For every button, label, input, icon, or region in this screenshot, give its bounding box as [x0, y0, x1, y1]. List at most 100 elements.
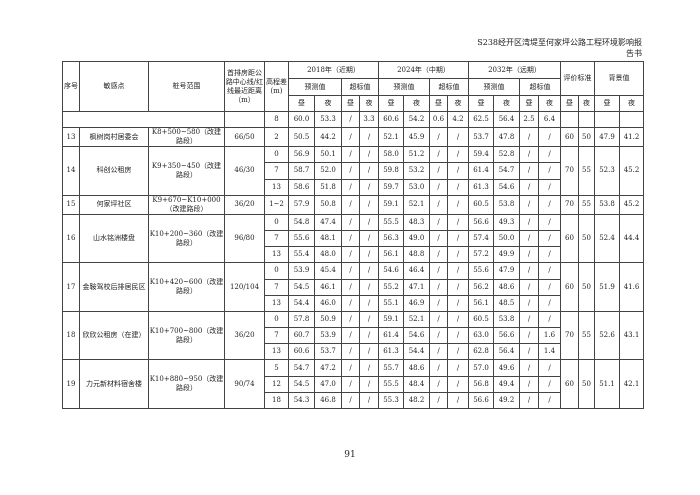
table-row: 13 枫树岗村居委会 K8+500~580（改建路段） 66/50 2 50.5 44.2/…	[62, 127, 644, 148]
value-cell: /	[341, 127, 360, 148]
table-row: 18 欣欣公租房（在建） K10+700~800（改建路段） 36/20 0 57.8 50…	[62, 310, 644, 361]
header-range: 桩号范围	[148, 61, 225, 112]
background-day	[594, 110, 620, 129]
background-night: 45.2	[619, 146, 644, 196]
chainage-range: K10+700~800（改建路段）	[148, 310, 225, 361]
standard-day: 60	[560, 359, 579, 409]
header-exceed: 超标值	[519, 78, 561, 96]
value-cell: 56.3	[378, 229, 404, 248]
value-cell: 56.1	[468, 294, 494, 312]
standard-day	[560, 110, 579, 129]
value-cell: /	[341, 343, 360, 361]
value-cell: /	[359, 213, 379, 231]
value-cell: 48.1	[314, 229, 342, 248]
value-cell: /	[447, 391, 469, 410]
chainage-range: K10+200~360（改建路段）	[148, 213, 225, 264]
standard-night: 50	[578, 359, 595, 409]
value-cell: /	[359, 294, 379, 312]
value-cell: 57.8	[288, 310, 315, 329]
value-cell: 55.6	[288, 229, 315, 248]
value-cell: 63.0	[468, 327, 494, 345]
distance	[224, 111, 265, 129]
background-day: 51.9	[594, 262, 620, 312]
value-cell: /	[429, 294, 448, 312]
value-cell: 3.3	[359, 110, 379, 129]
value-cell: 48.2	[403, 391, 430, 410]
distance: 120/104	[224, 262, 265, 312]
table-row: 7 55.6 48.1//56.3 49.0//57.4 50.0//	[63, 229, 644, 248]
value-cell: 57.0	[468, 359, 494, 377]
height-diff: 12	[264, 375, 289, 393]
value-cell: 52.1	[403, 310, 430, 329]
table-row: 13 58.6 51.8//59.7 53.0//61.3 54.6//	[63, 178, 644, 196]
value-cell: 46.1	[314, 278, 342, 296]
value-cell: /	[447, 162, 469, 180]
value-cell: 54.3	[288, 391, 315, 410]
value-cell: 52.1	[378, 127, 404, 148]
distance: 46/30	[224, 146, 265, 196]
value-cell: 53.7	[468, 127, 494, 148]
header-2024: 2024年（中期）	[378, 61, 469, 79]
header-day: 昼	[594, 95, 620, 112]
value-cell: 61.3	[378, 343, 404, 361]
standard-day: 60	[560, 127, 579, 148]
value-cell: /	[538, 178, 561, 196]
value-cell: 57.9	[288, 194, 315, 215]
value-cell: 59.1	[378, 194, 404, 215]
value-cell: 54.8	[288, 213, 315, 231]
header-point: 敏感点	[79, 61, 149, 112]
value-cell: 50.1	[314, 146, 342, 164]
value-cell: 62.8	[468, 343, 494, 361]
continued-cell	[62, 111, 225, 129]
height-diff: 1~2	[264, 194, 289, 215]
chainage-range: K9+670~K10+000（改建路段）	[148, 194, 225, 215]
standard-night: 55	[578, 146, 595, 196]
distance: 66/50	[224, 127, 265, 148]
value-cell: /	[447, 178, 469, 196]
header-day: 昼	[468, 95, 494, 112]
table-row: 13 54.4 46.0//55.1 46.9//56.1 48.5//	[63, 294, 644, 312]
value-cell: /	[341, 178, 360, 196]
value-cell: 44.2	[314, 127, 342, 148]
value-cell: /	[519, 213, 539, 231]
value-cell: 55.7	[378, 359, 404, 377]
value-cell: /	[519, 391, 539, 410]
value-cell: 58.7	[288, 162, 315, 180]
standard-day: 60	[560, 262, 579, 312]
value-cell: 56.6	[468, 213, 494, 231]
table-row: 7 58.7 52.0//59.8 53.2//61.4 54.7//	[63, 162, 644, 180]
value-cell: 54.4	[403, 343, 430, 361]
value-cell: /	[359, 375, 379, 393]
value-cell: /	[519, 146, 539, 164]
sensitive-point: 欣欣公租房（在建）	[79, 310, 149, 361]
value-cell: /	[519, 294, 539, 312]
row-number: 18	[62, 310, 80, 361]
value-cell: 47.2	[314, 359, 342, 377]
header-night: 夜	[403, 95, 430, 112]
value-cell: /	[447, 262, 469, 280]
background-night: 45.2	[619, 194, 644, 215]
table-row: 17 金鞍驾校后排居民区 K10+420~600（改建路段） 120/104 0 53.9…	[62, 262, 644, 312]
value-cell: 50.5	[288, 127, 315, 148]
value-cell: /	[447, 375, 469, 393]
height-diff: 7	[264, 229, 289, 248]
header-night: 夜	[493, 95, 520, 112]
standard-night: 55	[578, 310, 595, 361]
value-cell: /	[341, 262, 360, 280]
value-cell: /	[341, 194, 360, 215]
value-cell: /	[429, 359, 448, 377]
value-cell: 54.6	[403, 327, 430, 345]
value-cell: 57.2	[468, 246, 494, 264]
row-number: 14	[62, 146, 80, 196]
value-cell: /	[341, 294, 360, 312]
value-cell: 60.6	[288, 343, 315, 361]
value-cell: /	[519, 162, 539, 180]
value-cell: /	[519, 278, 539, 296]
page-number: 91	[344, 450, 356, 460]
value-cell: /	[538, 213, 561, 231]
value-cell: 53.3	[314, 110, 342, 129]
height-diff: 7	[264, 278, 289, 296]
value-cell: 53.7	[314, 343, 342, 361]
value-cell: 51.2	[403, 146, 430, 164]
sensitive-point: 枫树岗村居委会	[79, 127, 149, 148]
